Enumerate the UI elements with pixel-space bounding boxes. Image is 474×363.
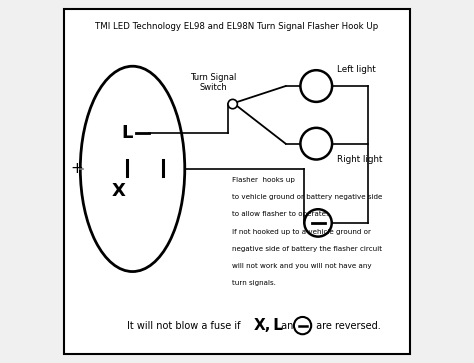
- Text: If not hooked up to a vehicle ground or: If not hooked up to a vehicle ground or: [232, 229, 371, 234]
- Text: are reversed.: are reversed.: [313, 321, 381, 331]
- Text: to vehicle ground or battery negative side: to vehicle ground or battery negative si…: [232, 194, 382, 200]
- Text: TMI LED Technology EL98 and EL98N Turn Signal Flasher Hook Up: TMI LED Technology EL98 and EL98N Turn S…: [95, 22, 379, 31]
- Text: X,: X,: [254, 318, 271, 333]
- Text: It will not blow a fuse if: It will not blow a fuse if: [127, 321, 244, 331]
- Text: will not work and you will not have any: will not work and you will not have any: [232, 263, 371, 269]
- Text: negative side of battery the flasher circuit: negative side of battery the flasher cir…: [232, 246, 382, 252]
- Circle shape: [301, 70, 332, 102]
- Text: Turn Signal
Switch: Turn Signal Switch: [191, 73, 237, 92]
- Circle shape: [228, 99, 237, 109]
- Text: to allow flasher to operate.: to allow flasher to operate.: [232, 211, 328, 217]
- Text: Flasher  hooks up: Flasher hooks up: [232, 177, 294, 183]
- Text: L: L: [268, 318, 283, 333]
- Circle shape: [304, 209, 332, 237]
- Text: and: and: [278, 321, 300, 331]
- Text: X: X: [111, 182, 125, 200]
- Text: Right light: Right light: [337, 155, 383, 164]
- Circle shape: [294, 317, 311, 334]
- Text: Left light: Left light: [337, 65, 376, 74]
- Circle shape: [301, 128, 332, 159]
- Text: L: L: [121, 124, 133, 142]
- Text: +: +: [70, 162, 83, 176]
- Text: turn signals.: turn signals.: [232, 281, 275, 286]
- FancyBboxPatch shape: [64, 9, 410, 354]
- Ellipse shape: [80, 66, 185, 272]
